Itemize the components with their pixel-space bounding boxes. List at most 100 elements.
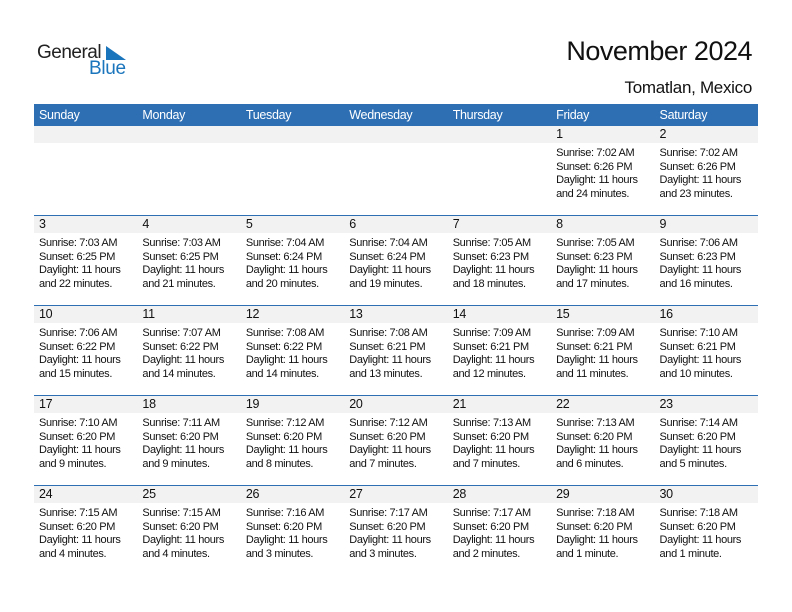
daylight-text: Daylight: 11 hours bbox=[659, 174, 742, 186]
daylight-text: Daylight: 11 hours bbox=[245, 354, 328, 366]
daylight-text-cont: and 13 minutes. bbox=[349, 367, 423, 380]
day-number-band bbox=[34, 126, 758, 143]
sunrise-text: Sunrise: 7:16 AM bbox=[245, 507, 325, 519]
day-number: 15 bbox=[556, 307, 570, 321]
day-number: 5 bbox=[245, 217, 253, 231]
day-number: 1 bbox=[556, 127, 563, 141]
sunset-text: Sunset: 6:24 PM bbox=[349, 250, 426, 263]
daylight-text: Daylight: 11 hours bbox=[556, 354, 638, 366]
day-info: Sunrise: 7:16 AM Sunset: 6:20 PM Daylight:… bbox=[246, 507, 344, 561]
day-number: 25 bbox=[142, 487, 156, 501]
day-number: 21 bbox=[452, 397, 467, 411]
day-cell: 6 Sunrise: 7:04 AM Sunset: 6:24 PM Daylight… bbox=[344, 216, 447, 306]
daylight-text-cont: and 11 minutes. bbox=[556, 367, 629, 380]
daylight-text: Daylight: 11 hours bbox=[349, 354, 431, 366]
day-cell: 30 Sunrise: 7:18 AM Sunset: 6:20 PM Dayligh… bbox=[655, 486, 758, 576]
day-cell: 27 Sunrise: 7:17 AM Sunset: 6:20 PM Dayligh… bbox=[344, 486, 447, 576]
day-cell: 11 Sunrise: 7:07 AM Sunset: 6:22 PM Dayligh… bbox=[137, 306, 240, 396]
day-number: 24 bbox=[39, 487, 53, 501]
sunrise-text: Sunrise: 7:02 AM bbox=[659, 147, 739, 159]
day-info: Sunrise: 7:14 AM Sunset: 6:20 PM Daylight:… bbox=[660, 417, 758, 471]
sunset-text: Sunset: 6:22 PM bbox=[39, 340, 116, 353]
sunset-text: Sunset: 6:20 PM bbox=[659, 520, 736, 533]
day-number: 29 bbox=[556, 487, 570, 501]
sunset-text: Sunset: 6:20 PM bbox=[659, 430, 736, 443]
week-row: 3 Sunrise: 7:03 AM Sunset: 6:25 PM Daylight… bbox=[34, 215, 758, 306]
day-info: Sunrise: 7:02 AM Sunset: 6:26 PM Daylight:… bbox=[660, 147, 758, 201]
sunset-text: Sunset: 6:26 PM bbox=[556, 160, 633, 173]
day-info: Sunrise: 7:04 AM Sunset: 6:24 PM Daylight:… bbox=[349, 237, 447, 291]
daylight-text-cont: and 24 minutes. bbox=[556, 187, 630, 200]
weekday-saturday: Saturday bbox=[659, 108, 708, 122]
day-cell: 18 Sunrise: 7:11 AM Sunset: 6:20 PM Dayligh… bbox=[137, 396, 240, 486]
day-cell: 24 Sunrise: 7:15 AM Sunset: 6:20 PM Dayligh… bbox=[34, 486, 137, 576]
day-cell: 3 Sunrise: 7:03 AM Sunset: 6:25 PM Daylight… bbox=[34, 216, 137, 306]
day-cell: 13 Sunrise: 7:08 AM Sunset: 6:21 PM Dayligh… bbox=[344, 306, 447, 396]
sunrise-text: Sunrise: 7:08 AM bbox=[349, 327, 428, 339]
day-info: Sunrise: 7:10 AM Sunset: 6:20 PM Daylight:… bbox=[39, 417, 137, 471]
daylight-text: Daylight: 11 hours bbox=[142, 264, 224, 276]
daylight-text-cont: and 7 minutes. bbox=[349, 457, 417, 470]
day-info: Sunrise: 7:05 AM Sunset: 6:23 PM Daylight:… bbox=[453, 237, 551, 291]
sunrise-text: Sunrise: 7:09 AM bbox=[556, 327, 635, 339]
weekday-tuesday: Tuesday bbox=[245, 108, 292, 122]
day-cell: 19 Sunrise: 7:12 AM Sunset: 6:20 PM Dayligh… bbox=[241, 396, 344, 486]
sunrise-text: Sunrise: 7:10 AM bbox=[39, 417, 118, 429]
sunrise-text: Sunrise: 7:15 AM bbox=[142, 507, 221, 519]
day-cell: 17 Sunrise: 7:10 AM Sunset: 6:20 PM Dayligh… bbox=[34, 396, 137, 486]
day-cell: 1 Sunrise: 7:02 AM Sunset: 6:26 PM Daylight… bbox=[551, 126, 654, 216]
day-number: 17 bbox=[39, 397, 53, 411]
sunrise-text: Sunrise: 7:18 AM bbox=[556, 507, 635, 519]
day-info: Sunrise: 7:15 AM Sunset: 6:20 PM Daylight:… bbox=[39, 507, 137, 561]
sunrise-text: Sunrise: 7:08 AM bbox=[245, 327, 325, 339]
day-number: 28 bbox=[452, 487, 467, 501]
day-number: 14 bbox=[452, 307, 467, 321]
daylight-text-cont: and 1 minute. bbox=[659, 547, 722, 560]
day-info: Sunrise: 7:15 AM Sunset: 6:20 PM Daylight:… bbox=[142, 507, 240, 561]
day-cell: 4 Sunrise: 7:03 AM Sunset: 6:25 PM Daylight… bbox=[137, 216, 240, 306]
day-info: Sunrise: 7:06 AM Sunset: 6:23 PM Daylight:… bbox=[660, 237, 758, 291]
daylight-text-cont: and 21 minutes. bbox=[142, 277, 216, 290]
sunrise-text: Sunrise: 7:17 AM bbox=[349, 507, 428, 519]
day-cell: 10 Sunrise: 7:06 AM Sunset: 6:22 PM Dayligh… bbox=[34, 306, 137, 396]
day-info: Sunrise: 7:11 AM Sunset: 6:20 PM Daylight:… bbox=[142, 417, 240, 471]
day-info: Sunrise: 7:02 AM Sunset: 6:26 PM Daylight:… bbox=[556, 147, 654, 201]
day-cell: 23 Sunrise: 7:14 AM Sunset: 6:20 PM Dayligh… bbox=[655, 396, 758, 486]
day-info: Sunrise: 7:09 AM Sunset: 6:21 PM Daylight:… bbox=[453, 327, 551, 381]
daylight-text: Daylight: 11 hours bbox=[556, 264, 638, 276]
sunrise-text: Sunrise: 7:09 AM bbox=[452, 327, 532, 339]
day-info: Sunrise: 7:12 AM Sunset: 6:20 PM Daylight:… bbox=[246, 417, 344, 471]
day-cell: 7 Sunrise: 7:05 AM Sunset: 6:23 PM Daylight… bbox=[448, 216, 551, 306]
sunrise-text: Sunrise: 7:12 AM bbox=[349, 417, 428, 429]
sunrise-text: Sunrise: 7:06 AM bbox=[39, 327, 118, 339]
weekday-monday: Monday bbox=[142, 108, 186, 122]
day-number: 9 bbox=[659, 217, 667, 231]
day-info: Sunrise: 7:13 AM Sunset: 6:20 PM Daylight:… bbox=[453, 417, 551, 471]
daylight-text-cont: and 4 minutes. bbox=[39, 547, 107, 560]
sunrise-text: Sunrise: 7:04 AM bbox=[245, 237, 325, 249]
day-cell: 9 Sunrise: 7:06 AM Sunset: 6:23 PM Daylight… bbox=[655, 216, 758, 306]
day-info: Sunrise: 7:10 AM Sunset: 6:21 PM Daylight:… bbox=[660, 327, 758, 381]
sunrise-text: Sunrise: 7:04 AM bbox=[349, 237, 428, 249]
day-cell: 20 Sunrise: 7:12 AM Sunset: 6:20 PM Dayligh… bbox=[344, 396, 447, 486]
sunrise-text: Sunrise: 7:12 AM bbox=[245, 417, 325, 429]
sunrise-text: Sunrise: 7:18 AM bbox=[659, 507, 739, 519]
daylight-text-cont: and 8 minutes. bbox=[245, 457, 314, 470]
sunset-text: Sunset: 6:21 PM bbox=[556, 340, 633, 353]
daylight-text-cont: and 17 minutes. bbox=[556, 277, 630, 290]
sunset-text: Sunset: 6:25 PM bbox=[142, 250, 219, 263]
day-info: Sunrise: 7:13 AM Sunset: 6:20 PM Daylight:… bbox=[556, 417, 654, 471]
week-row: 17 Sunrise: 7:10 AM Sunset: 6:20 PM Dayligh… bbox=[34, 395, 758, 486]
daylight-text-cont: and 14 minutes. bbox=[245, 367, 319, 380]
daylight-text-cont: and 3 minutes. bbox=[349, 547, 417, 560]
logo-triangle-icon bbox=[106, 46, 126, 60]
daylight-text: Daylight: 11 hours bbox=[659, 534, 742, 546]
day-number: 10 bbox=[39, 307, 53, 321]
sunrise-text: Sunrise: 7:14 AM bbox=[659, 417, 739, 429]
sunrise-text: Sunrise: 7:07 AM bbox=[142, 327, 221, 339]
day-cell: 2 Sunrise: 7:02 AM Sunset: 6:26 PM Daylight… bbox=[655, 126, 758, 216]
day-info: Sunrise: 7:08 AM Sunset: 6:21 PM Daylight:… bbox=[349, 327, 447, 381]
daylight-text-cont: and 15 minutes. bbox=[39, 367, 113, 380]
sunset-text: Sunset: 6:20 PM bbox=[349, 520, 426, 533]
sunset-text: Sunset: 6:21 PM bbox=[659, 340, 736, 353]
